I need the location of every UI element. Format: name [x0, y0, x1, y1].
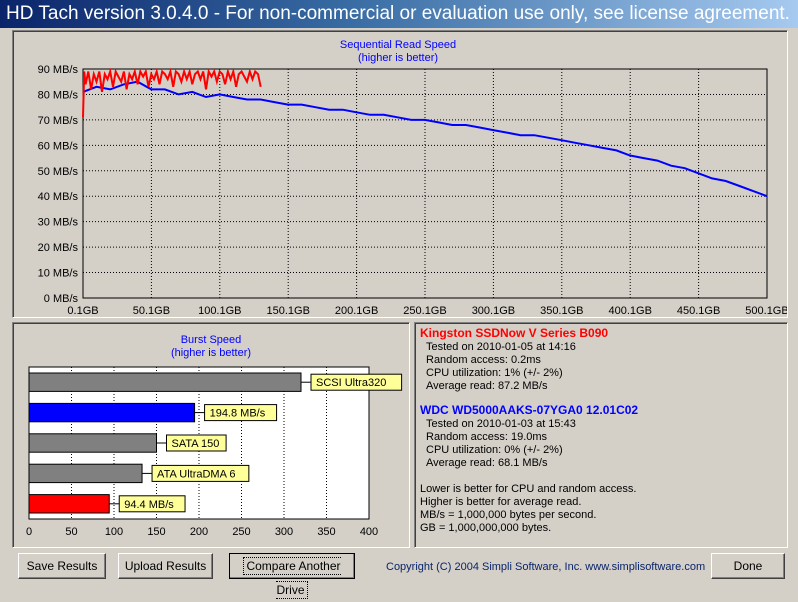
seq-y-tick-label: 60 MB/s — [38, 140, 79, 152]
upload-results-label: Upload Results — [124, 559, 207, 573]
burst-label-box — [310, 373, 403, 391]
burst-bar-label: SATA 150 — [172, 438, 220, 450]
seq-x-tick-label: 250.1GB — [403, 305, 446, 317]
burst-x-tick-label: 400 — [360, 526, 378, 538]
drive2-tested: Tested on 2010-01-03 at 15:43 — [426, 418, 576, 430]
burst-bar-label: 94.4 MB/s — [124, 499, 174, 511]
drive1-cpu: CPU utilization: 1% (+/- 2%) — [426, 367, 563, 379]
sequential-read-chart: Sequential Read Speed (higher is better)… — [38, 39, 787, 317]
note-line: Lower is better for CPU and random acces… — [420, 483, 637, 495]
burst-speed-chart: Burst Speed (higher is better) SCSI Ultr… — [26, 334, 403, 538]
seq-y-tick-label: 80 MB/s — [38, 89, 79, 101]
compare-another-drive-label: Compare Another Drive — [243, 557, 341, 599]
seq-x-tick-label: 450.1GB — [677, 305, 720, 317]
burst-label-box — [166, 434, 227, 452]
burst-bar — [28, 463, 143, 484]
burst-chart-title: Burst Speed — [181, 334, 242, 346]
note-line: Higher is better for average read. — [420, 496, 582, 508]
seq-x-tick-label: 350.1GB — [540, 305, 583, 317]
seq-chart-title: Sequential Read Speed — [340, 39, 456, 51]
save-results-button[interactable]: Save Results — [18, 553, 106, 579]
burst-chart-subtitle: (higher is better) — [171, 347, 251, 359]
burst-x-tick-label: 300 — [275, 526, 293, 538]
burst-bar — [28, 402, 196, 423]
drive1-average-read: Average read: 87.2 MB/s — [426, 380, 548, 392]
burst-x-tick-label: 250 — [232, 526, 250, 538]
burst-label-box — [204, 404, 278, 422]
seq-y-tick-label: 0 MB/s — [44, 293, 79, 305]
drive1-name: Kingston SSDNow V Series B090 — [420, 326, 609, 340]
burst-x-tick-label: 100 — [105, 526, 123, 538]
sequential-read-panel: Sequential Read Speed (higher is better)… — [12, 30, 788, 318]
burst-x-tick-label: 50 — [65, 526, 77, 538]
seq-x-tick-label: 200.1GB — [335, 305, 378, 317]
seq-y-tick-label: 90 MB/s — [38, 64, 79, 76]
seq-x-tick-label: 100.1GB — [198, 305, 241, 317]
seq-x-tick-label: 150.1GB — [266, 305, 309, 317]
burst-bar — [28, 433, 157, 453]
note-line: MB/s = 1,000,000 bytes per second. — [420, 509, 597, 521]
seq-x-tick-label: 300.1GB — [472, 305, 515, 317]
drive2-read-line — [82, 80, 768, 198]
burst-speed-panel: Burst Speed (higher is better) SCSI Ultr… — [12, 322, 410, 548]
drive2-average-read: Average read: 68.1 MB/s — [426, 457, 548, 469]
note-line: GB = 1,000,000,000 bytes. — [420, 522, 552, 534]
burst-x-tick-label: 200 — [190, 526, 208, 538]
copyright-text: Copyright (C) 2004 Simpli Software, Inc.… — [386, 561, 706, 573]
drive1-read-line — [82, 67, 262, 118]
burst-bar — [28, 372, 302, 392]
save-results-label: Save Results — [26, 559, 98, 573]
drive1-tested: Tested on 2010-01-05 at 14:16 — [426, 341, 576, 353]
results-info-panel: Kingston SSDNow V Series B090 Tested on … — [414, 322, 788, 548]
burst-x-tick-label: 350 — [317, 526, 335, 538]
seq-x-tick-label: 50.1GB — [133, 305, 170, 317]
burst-x-tick-label: 150 — [147, 526, 165, 538]
seq-chart-subtitle: (higher is better) — [358, 52, 438, 64]
burst-label-box — [118, 495, 186, 513]
seq-y-tick-label: 30 MB/s — [38, 217, 79, 229]
seq-y-tick-label: 40 MB/s — [38, 191, 79, 203]
burst-label-box — [151, 464, 250, 482]
window-title: HD Tach version 3.0.4.0 - For non-commer… — [0, 0, 798, 28]
compare-another-drive-button[interactable]: Compare Another Drive — [229, 553, 355, 599]
drive2-name: WDC WD5000AAKS-07YGA0 12.01C02 — [420, 403, 639, 417]
drive2-cpu: CPU utilization: 0% (+/- 2%) — [426, 444, 563, 456]
burst-bar — [28, 494, 110, 514]
burst-x-tick-label: 0 — [26, 526, 32, 538]
burst-bar-label: SCSI Ultra320 — [316, 377, 386, 389]
burst-bar-label: 194.8 MB/s — [210, 408, 266, 420]
seq-x-tick-label: 0.1GB — [67, 305, 98, 317]
drive2-random-access: Random access: 19.0ms — [426, 431, 548, 443]
seq-x-tick-label: 400.1GB — [608, 305, 651, 317]
done-label: Done — [733, 559, 763, 573]
seq-y-tick-label: 20 MB/s — [38, 242, 79, 254]
upload-results-button[interactable]: Upload Results — [118, 553, 213, 579]
seq-y-tick-label: 10 MB/s — [38, 268, 79, 280]
burst-bar-label: ATA UltraDMA 6 — [157, 468, 235, 480]
seq-y-tick-label: 70 MB/s — [38, 115, 79, 127]
drive1-random-access: Random access: 0.2ms — [426, 354, 541, 366]
seq-x-tick-label: 500.1GB — [745, 305, 787, 317]
seq-y-tick-label: 50 MB/s — [38, 166, 79, 178]
done-button[interactable]: Done — [711, 553, 785, 579]
